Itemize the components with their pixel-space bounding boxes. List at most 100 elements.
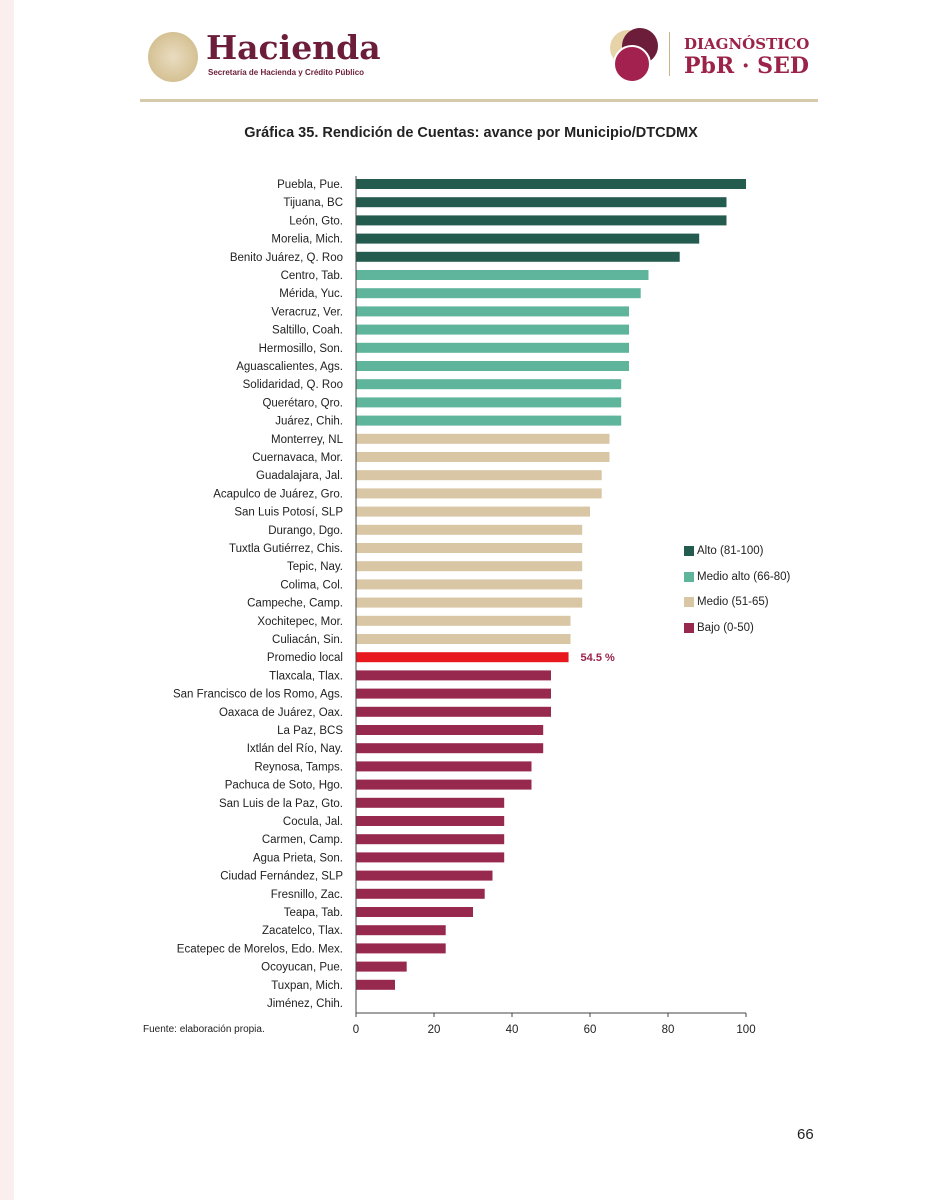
bar [356,561,583,572]
bar [356,251,680,262]
category-label: Puebla, Pue. [277,179,343,191]
bar [356,197,727,208]
bar [356,634,571,644]
category-label: Querétaro, Qro. [262,397,343,409]
category-label: Benito Juárez, Q. Roo [230,252,343,264]
x-tick-label: 40 [506,1024,519,1036]
bar [356,506,590,517]
category-label: San Luis de la Paz, Gto. [219,798,343,810]
bar [356,433,610,444]
bar [356,215,727,226]
category-label: Tuxpan, Mich. [271,980,343,992]
bar [356,306,629,317]
category-label: Monterrey, NL [271,434,344,446]
category-label: La Paz, BCS [277,725,343,737]
category-label: Durango, Dgo. [268,525,343,537]
bar [356,488,602,499]
bar [356,688,551,699]
legend-item: Medio alto (66-80) [684,571,790,583]
category-label: Acapulco de Juárez, Gro. [213,488,343,500]
bar [356,288,641,299]
category-label: Cuernavaca, Mor. [252,452,343,464]
category-label: San Francisco de los Romo, Ags. [173,689,343,701]
legend-label: Medio alto (66-80) [697,570,791,583]
bar [356,452,610,462]
source-note: Fuente: elaboración propia. [143,1024,265,1035]
x-tick-label: 0 [353,1024,359,1036]
bar [356,961,407,972]
bar [356,597,583,608]
category-label: Mérida, Yuc. [279,288,343,300]
category-label: Ixtlán del Río, Nay. [247,743,343,755]
hacienda-logo: Hacienda [206,28,381,67]
bar [356,270,649,280]
category-label: Hermosillo, Son. [259,343,343,355]
category-label: Culiacán, Sin. [272,634,343,646]
category-label: Ecatepec de Morelos, Edo. Mex. [177,943,343,955]
category-label: Aguascalientes, Ags. [236,361,343,373]
bar [356,361,629,371]
bar [356,543,583,553]
legend-item: Bajo (0-50) [684,622,754,634]
bar [356,779,532,790]
bar [356,852,505,863]
coat-of-arms-seal [148,32,198,82]
legend-item: Alto (81-100) [684,545,763,557]
bar [356,979,395,990]
bar [356,888,485,899]
legend-swatch [684,571,694,582]
category-label: Guadalajara, Jal. [256,470,343,482]
page-edge [0,0,14,1200]
bar [356,397,622,408]
category-label: Morelia, Mich. [271,234,343,246]
header-rule [140,99,818,102]
bar [356,834,505,845]
bar [356,870,493,881]
category-label: Saltillo, Coah. [272,325,343,337]
average-value-label: 54.5 % [581,652,615,664]
bar [356,579,583,590]
x-tick-label: 100 [736,1024,755,1036]
category-label: Juárez, Chih. [275,416,343,428]
category-label: Ocoyucan, Pue. [261,962,343,974]
bar [356,652,569,663]
legend-swatch [684,622,694,633]
category-label: Agua Prieta, Son. [253,852,343,864]
legend-swatch [684,597,694,607]
legend-label: Bajo (0-50) [697,621,754,634]
bar [356,816,505,826]
bar [356,415,622,426]
category-label: Campeche, Camp. [247,598,343,610]
category-label: Teapa, Tab. [284,907,343,919]
category-label: Carmen, Camp. [262,834,343,846]
bar [356,470,602,481]
bar [356,615,571,626]
bar [356,379,622,390]
bar [356,761,532,772]
bar [356,743,544,754]
category-label: Zacatelco, Tlax. [262,925,343,937]
logo-divider [669,32,670,76]
bar [356,943,446,954]
bar [356,524,583,535]
legend-label: Medio (51-65) [697,596,769,608]
category-label: Tijuana, BC [283,197,343,209]
category-label: León, Gto. [289,215,343,227]
pbr-sed-logo-icon [610,28,658,83]
category-label: Oaxaca de Juárez, Oax. [219,707,343,719]
hacienda-subtitle: Secretaría de Hacienda y Crédito Público [208,68,365,77]
category-label: Tlaxcala, Tlax. [269,670,343,682]
category-label: Fresnillo, Zac. [271,889,343,901]
category-label: Promedio local [267,652,343,664]
category-label: Reynosa, Tamps. [254,761,343,773]
page-number: 66 [797,1126,814,1143]
category-label: Colima, Col. [280,579,343,591]
bar [356,670,551,681]
diagnostico-label: DIAGNÓSTICO [684,35,810,53]
category-label: Jiménez, Chih. [267,998,343,1010]
legend-item: Medio (51-65) [684,596,769,608]
category-label: Xochitepec, Mor. [257,616,343,628]
category-label: Pachuca de Soto, Hgo. [225,780,343,792]
